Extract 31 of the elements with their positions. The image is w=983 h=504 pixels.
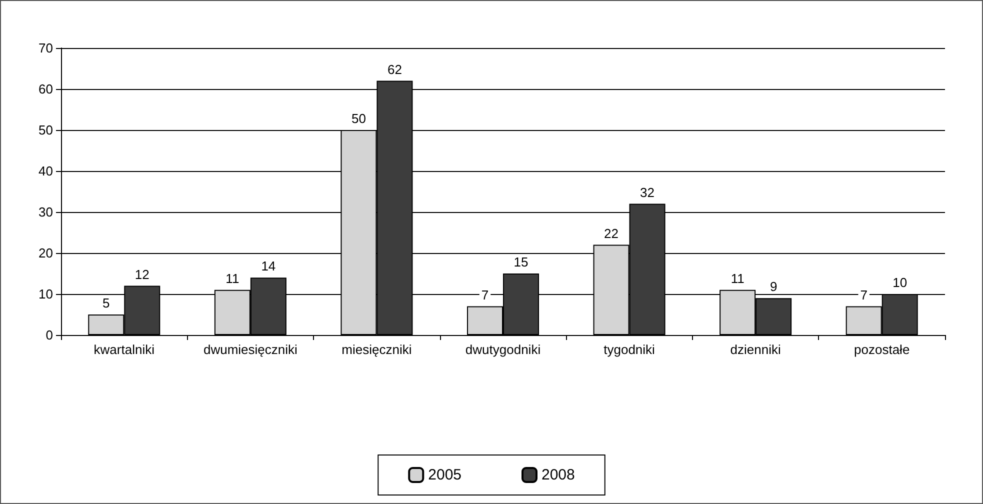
x-tick-label: tygodniki	[604, 342, 656, 357]
legend-label: 2005	[428, 466, 462, 484]
data-label: 22	[604, 226, 619, 241]
y-tick-label: 60	[38, 82, 53, 96]
y-tick-label: 50	[38, 122, 53, 138]
data-label: 12	[134, 266, 150, 282]
data-label: 62	[387, 62, 402, 77]
y-tick-label: 20	[38, 246, 53, 260]
data-label: 9	[770, 279, 778, 294]
y-tick-label: 10	[38, 286, 53, 302]
x-tick-label: kwartalniki	[94, 342, 155, 357]
data-label: 7	[860, 287, 868, 302]
legend-label: 2008	[542, 466, 575, 484]
data-label: 32	[640, 184, 655, 200]
y-tick-label: 40	[38, 164, 53, 178]
data-label: 7	[481, 287, 489, 302]
x-tick-label: dzienniki	[730, 342, 781, 357]
data-label: 15	[514, 254, 528, 270]
x-tick-label: dwutygodniki	[465, 342, 541, 357]
data-label: 11	[226, 270, 240, 286]
x-tick-label: pozostałe	[854, 342, 910, 357]
data-label: 10	[892, 275, 908, 290]
data-label: 5	[102, 296, 110, 310]
x-tick-label: dwumiesięczniki	[203, 342, 298, 357]
y-tick-label: 30	[38, 204, 53, 220]
x-tick-label: miesięczniki	[342, 342, 412, 357]
data-label: 11	[730, 270, 744, 286]
data-label: 50	[351, 111, 366, 126]
y-tick-label: 70	[38, 40, 53, 56]
y-tick-label: 0	[46, 328, 53, 342]
data-label: 14	[261, 258, 276, 274]
